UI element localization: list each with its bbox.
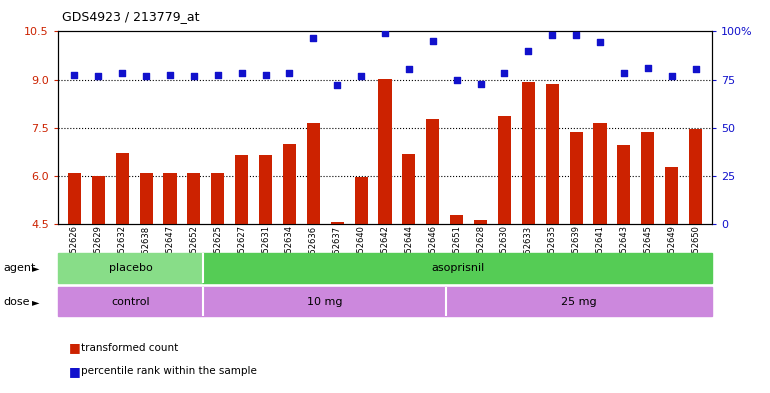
Bar — [450, 215, 464, 224]
Bar — [211, 173, 224, 224]
Point — [450, 77, 463, 83]
Text: percentile rank within the sample: percentile rank within the sample — [81, 366, 256, 376]
Text: 10 mg: 10 mg — [306, 297, 342, 307]
Bar — [641, 132, 654, 224]
Bar — [689, 129, 702, 224]
Bar — [92, 176, 105, 224]
Bar — [235, 155, 248, 224]
Bar — [594, 123, 607, 224]
Point — [522, 48, 534, 55]
Bar — [498, 116, 511, 224]
Bar — [474, 220, 487, 224]
Bar — [546, 84, 559, 224]
Point — [116, 70, 129, 76]
Bar — [570, 132, 583, 224]
Point — [618, 70, 630, 76]
Point — [474, 81, 487, 88]
Text: placebo: placebo — [109, 263, 152, 273]
Bar — [283, 144, 296, 224]
Point — [379, 30, 391, 36]
Point — [594, 39, 606, 45]
Text: dose: dose — [4, 297, 30, 307]
Point — [665, 73, 678, 79]
Bar — [58, 287, 203, 316]
Point — [140, 73, 152, 79]
Text: GDS4923 / 213779_at: GDS4923 / 213779_at — [62, 10, 199, 23]
Text: 25 mg: 25 mg — [561, 297, 597, 307]
Bar — [116, 153, 129, 224]
Bar — [446, 287, 712, 316]
Bar — [427, 119, 440, 224]
Bar — [402, 154, 416, 224]
Bar — [187, 173, 200, 224]
Text: ■: ■ — [69, 365, 81, 378]
Point — [427, 38, 439, 44]
Point — [236, 70, 248, 76]
Bar — [522, 82, 535, 224]
Bar — [665, 167, 678, 224]
Point — [331, 82, 343, 88]
Text: asoprisnil: asoprisnil — [431, 263, 484, 273]
Text: ►: ► — [32, 263, 40, 273]
Text: ►: ► — [32, 297, 40, 307]
Point — [641, 65, 654, 72]
Point — [403, 66, 415, 72]
Point — [69, 72, 81, 78]
Point — [259, 72, 272, 78]
Bar — [139, 173, 152, 224]
Bar — [330, 222, 343, 224]
Point — [546, 32, 558, 39]
Point — [188, 73, 200, 79]
Bar — [163, 173, 176, 224]
Point — [164, 72, 176, 78]
Bar — [58, 253, 203, 283]
Point — [689, 66, 701, 72]
Bar — [259, 155, 272, 224]
Bar — [203, 287, 446, 316]
Bar — [618, 145, 631, 224]
Bar — [68, 173, 81, 224]
Bar — [306, 123, 320, 224]
Point — [355, 73, 367, 79]
Bar — [203, 253, 712, 283]
Bar — [378, 79, 392, 224]
Point — [283, 70, 296, 76]
Text: ■: ■ — [69, 341, 81, 354]
Text: control: control — [111, 297, 150, 307]
Text: agent: agent — [4, 263, 36, 273]
Bar — [354, 178, 368, 224]
Text: transformed count: transformed count — [81, 343, 178, 353]
Point — [212, 72, 224, 78]
Point — [498, 70, 511, 76]
Point — [307, 35, 320, 41]
Point — [570, 32, 582, 39]
Point — [92, 73, 105, 79]
